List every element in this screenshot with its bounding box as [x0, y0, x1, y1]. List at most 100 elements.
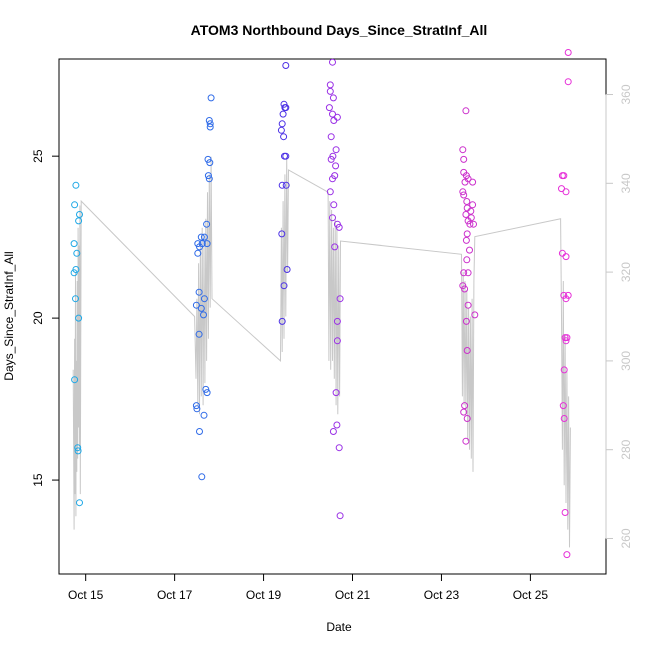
data-point-flight2	[197, 304, 205, 312]
data-point-flight3	[282, 152, 290, 160]
data-point-flight4	[330, 117, 338, 124]
y-right-tick-label: 300	[619, 351, 633, 371]
data-point-flight2	[206, 159, 214, 167]
data-point-flight5	[466, 220, 474, 228]
data-point-flight5	[461, 402, 469, 410]
y-right-tick-label: 340	[619, 173, 633, 193]
data-point-flight5	[460, 269, 468, 277]
data-point-flight1	[70, 269, 78, 277]
data-point-flight4	[336, 512, 344, 520]
data-point-flight2	[196, 428, 203, 435]
data-point-flight2	[206, 120, 214, 128]
data-point-flight2	[202, 385, 210, 393]
data-point-flight4	[329, 110, 336, 118]
data-point-flight5	[466, 246, 473, 254]
data-point-flight3	[277, 126, 285, 134]
data-point-flight4	[326, 87, 334, 95]
data-point-flight1	[71, 376, 79, 384]
x-tick-label: Oct 17	[157, 588, 193, 602]
data-point-flight1	[75, 217, 83, 225]
data-point-flight4	[332, 389, 340, 397]
data-point-flight5	[462, 107, 470, 115]
data-point-flight4	[327, 133, 335, 141]
x-tick-label: Oct 21	[335, 588, 371, 602]
data-point-flight3	[282, 181, 290, 189]
data-point-flight5	[463, 415, 471, 422]
data-point-flight4	[333, 317, 341, 325]
data-point-flight5	[462, 236, 470, 244]
data-point-flight2	[207, 94, 215, 102]
data-point-flight6	[562, 253, 570, 261]
x-axis: Oct 15 Oct 17 Oct 19 Oct 21 Oct 23 Oct 25	[68, 573, 549, 602]
data-point-flight5	[467, 207, 475, 215]
data-point-flight4	[331, 243, 339, 251]
data-point-flight4	[329, 214, 336, 222]
trace-line	[72, 156, 571, 548]
data-point-flight6	[562, 295, 570, 303]
y-tick-label: 25	[31, 149, 45, 163]
data-point-flight2	[205, 175, 213, 183]
data-point-flight4	[336, 295, 344, 303]
data-point-flight4	[332, 162, 340, 170]
data-point-flight1	[76, 211, 83, 218]
y-axis: 15 20 25	[31, 149, 60, 487]
line-layer	[72, 156, 571, 548]
data-point-flight5	[462, 437, 470, 445]
data-point-flight6	[562, 188, 570, 196]
data-point-flight6	[564, 78, 572, 86]
data-point-flight5	[461, 178, 469, 186]
data-point-flight1	[70, 240, 78, 248]
data-point-flight2	[203, 240, 211, 248]
data-point-flight5	[463, 256, 471, 264]
y-right-tick-label: 360	[619, 84, 633, 104]
data-point-flight5	[463, 198, 471, 205]
data-point-flight5	[459, 146, 467, 154]
data-point-flight2	[200, 233, 208, 241]
data-point-flight5	[462, 317, 470, 325]
data-point-flight4	[330, 201, 338, 209]
x-tick-label: Oct 15	[68, 588, 104, 602]
data-point-flight2	[204, 172, 212, 180]
data-point-flight1	[75, 314, 83, 322]
data-point-flight4	[333, 421, 341, 429]
data-point-flight5	[470, 220, 477, 228]
x-axis-label: Date	[326, 620, 352, 634]
x-tick-label: Oct 25	[513, 588, 549, 602]
data-point-flight6	[560, 415, 568, 422]
data-point-flight5	[469, 201, 477, 209]
data-point-flight2	[195, 330, 203, 338]
data-point-flight5	[464, 217, 472, 225]
data-point-flight4	[326, 81, 334, 89]
data-point-flight4	[325, 104, 333, 112]
data-point-flight3	[281, 104, 289, 112]
data-point-flight6	[558, 185, 565, 193]
data-point-flight2	[194, 249, 202, 257]
points-layer	[70, 49, 572, 559]
x-tick-label: Oct 23	[424, 588, 460, 602]
data-point-flight6	[563, 551, 571, 559]
data-point-flight2	[192, 301, 200, 309]
data-point-flight6	[563, 334, 571, 342]
data-point-flight2	[194, 240, 202, 248]
data-point-flight5	[460, 408, 468, 416]
y-axis-label: Days_Since_StratInf_All	[2, 251, 16, 380]
data-point-flight5	[463, 204, 471, 212]
data-point-flight6	[559, 402, 567, 410]
data-point-flight4	[329, 94, 337, 102]
data-point-flight4	[335, 223, 343, 231]
y-tick-label: 20	[31, 311, 45, 325]
data-point-flight3	[279, 110, 287, 118]
data-point-flight2	[196, 243, 203, 251]
data-point-flight3	[283, 266, 291, 273]
data-point-flight2	[197, 233, 205, 241]
data-point-flight2	[205, 117, 213, 124]
data-point-flight1	[76, 499, 83, 507]
y-axis-right: 260 280 300 320 340 360	[605, 84, 633, 548]
data-point-flight2	[195, 288, 203, 296]
data-point-flight2	[192, 402, 200, 410]
data-point-flight6	[560, 366, 568, 374]
data-point-flight5	[463, 347, 471, 354]
data-point-flight3	[280, 100, 288, 108]
y-right-tick-label: 280	[619, 439, 633, 459]
